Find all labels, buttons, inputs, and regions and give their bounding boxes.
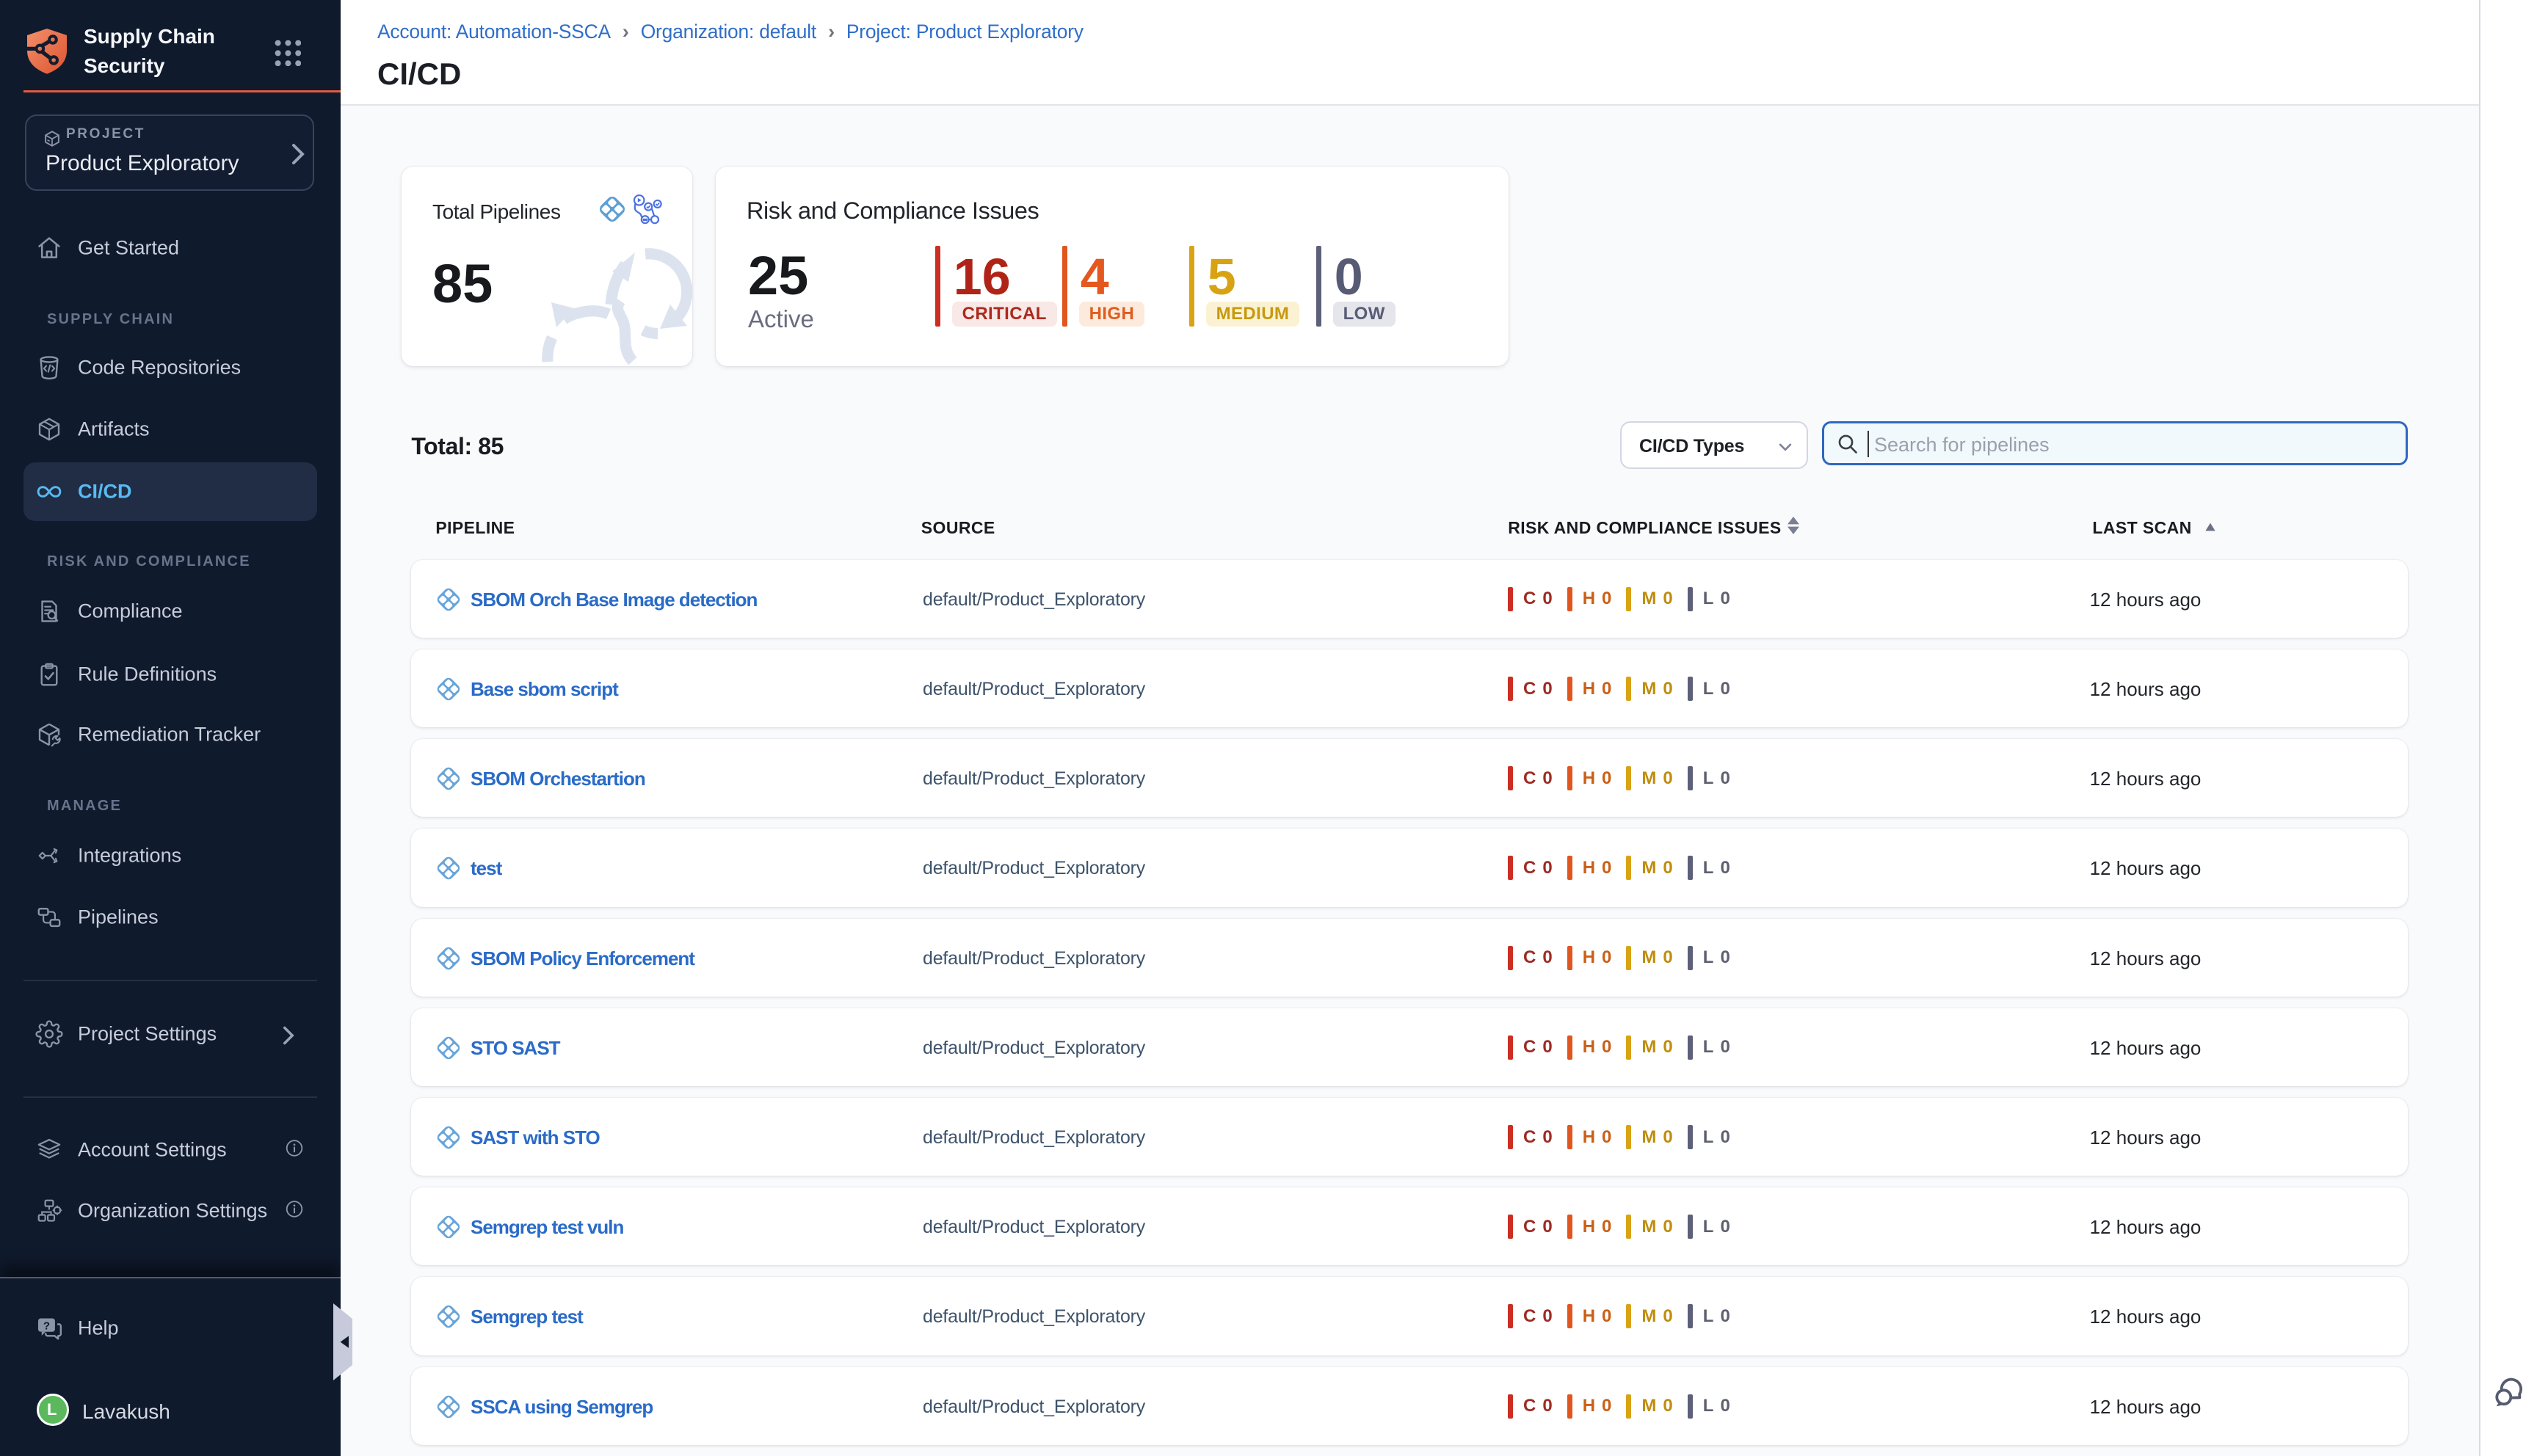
svg-text:?: ? [43,1320,50,1333]
